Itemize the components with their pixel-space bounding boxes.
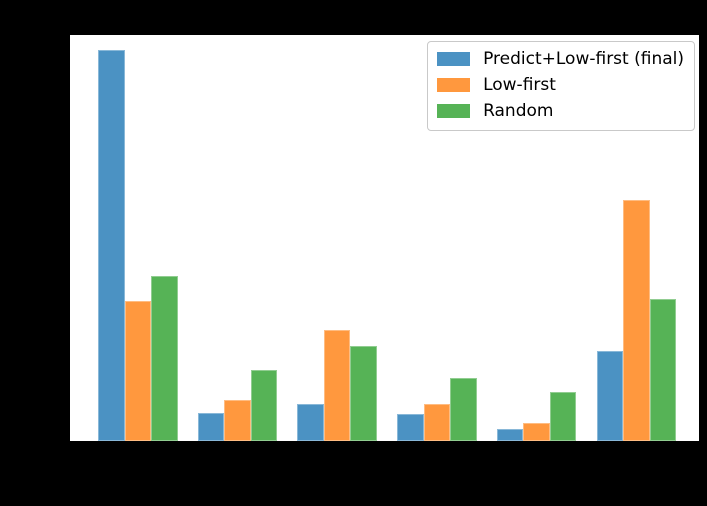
legend-swatch-orange <box>437 78 471 92</box>
bar-series3-group1 <box>151 276 178 441</box>
bar-series3-group6 <box>649 298 677 441</box>
bar-series1-group6 <box>596 351 624 441</box>
legend-label-predict-low-first-final: Predict+Low-first (final) <box>483 48 684 69</box>
bar-series1-group2 <box>197 412 225 441</box>
legend-label-low-first: Low-first <box>483 74 556 95</box>
bar-series2-group5 <box>523 423 550 441</box>
legend-item-low-first: Low-first <box>437 72 684 98</box>
bar-series3-group5 <box>549 392 577 441</box>
bars-layer <box>70 35 699 441</box>
bar-series1-group3 <box>297 403 324 441</box>
plot-area: Predict+Low-first (final) Low-first Rand… <box>68 33 701 443</box>
bar-series2-group3 <box>323 330 351 441</box>
bar-series2-group2 <box>224 400 251 441</box>
bar-series3-group3 <box>350 346 377 441</box>
bar-series1-group5 <box>496 428 524 441</box>
bar-series1-group4 <box>397 413 424 441</box>
legend-swatch-blue <box>437 52 471 66</box>
legend-label-random: Random <box>483 100 554 121</box>
legend: Predict+Low-first (final) Low-first Rand… <box>427 41 695 131</box>
bar-series2-group1 <box>124 301 152 441</box>
bar-series2-group4 <box>423 404 451 441</box>
legend-item-predict-low-first-final: Predict+Low-first (final) <box>437 46 684 72</box>
bar-series1-group1 <box>98 50 125 441</box>
bar-series3-group4 <box>450 377 477 441</box>
legend-swatch-green <box>437 104 471 118</box>
legend-item-random: Random <box>437 98 684 124</box>
bar-series2-group6 <box>623 199 650 441</box>
bar-series3-group2 <box>250 369 278 441</box>
